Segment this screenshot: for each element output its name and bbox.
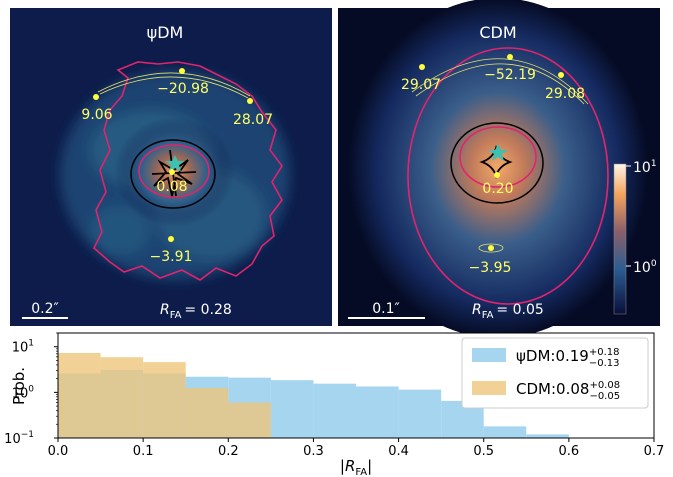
cdm-annotation-center: 0.20: [482, 181, 513, 197]
histogram-y-label: Prob.: [10, 367, 28, 405]
histogram-x-label-symbol: R: [345, 457, 355, 475]
x-tick-label-1: 0.1: [133, 444, 154, 459]
psidm-annotation-right: 28.07: [233, 112, 273, 128]
x-tick-label-3: 0.3: [303, 444, 324, 459]
x-tick-label-0: 0.0: [48, 444, 69, 459]
histogram-series-cdm: [58, 352, 271, 438]
cdm-magenta-curve-outer: [407, 47, 609, 305]
x-tick-label-4: 0.4: [388, 444, 409, 459]
cdm-rfa-label: RFA = 0.05: [472, 302, 544, 321]
colorbar-tick-label-mid: 100: [633, 259, 657, 276]
cdm-black-critical-curve: [450, 122, 544, 204]
cdm-source-caustic-arc: [411, 58, 589, 105]
psidm-panel-title: ψDM: [147, 23, 184, 42]
psidm-bar-10: [483, 426, 527, 438]
cdm-magenta-curve-inner: [459, 126, 537, 188]
histogram-x-label-sub: FA: [355, 467, 367, 477]
histogram-legend: ψDM:0.19+0.18 −0.13 CDM:0.08+0.08 −0.05: [461, 337, 649, 409]
psidm-image-positions: [93, 68, 253, 242]
cdm-annotation-left: 29.07: [401, 77, 441, 93]
cdm-scale-label: 0.1″: [372, 301, 400, 317]
cdm-bar-1: [100, 357, 144, 438]
x-tick-label-5: 0.5: [473, 444, 494, 459]
psidm-rfa-symbol: R: [160, 302, 170, 318]
psidm-rfa-sub: FA: [170, 310, 182, 321]
psidm-magenta-curve-outer: [93, 61, 283, 281]
y-tick-label-1: 100: [12, 384, 35, 401]
histogram-frame: [57, 332, 655, 439]
psidm-bar-5: [270, 380, 314, 438]
psidm-annotation-center: 0.08: [156, 179, 187, 195]
cdm-image-positions: [419, 54, 564, 251]
legend-swatch-cdm: [472, 381, 506, 395]
cdm-bar-3: [185, 387, 229, 438]
cdm-rfa-value: = 0.05: [496, 302, 543, 318]
legend-box: [461, 337, 649, 409]
histogram-x-ticks: 0.0 0.1 0.2 0.3 0.4 0.5 0.6 0.7: [48, 438, 665, 459]
cdm-bar-4: [228, 402, 271, 438]
cdm-counter-image-contour: [478, 243, 504, 253]
histogram-x-label: |RFA|: [340, 457, 372, 477]
colorbar-tick-label-top: 101: [633, 159, 657, 176]
psidm-black-critical-curve: [130, 139, 216, 209]
cdm-annotation-right: 29.08: [545, 86, 585, 102]
cdm-rfa-symbol: R: [472, 302, 482, 318]
psidm-bar-8: [398, 389, 442, 438]
psidm-source-star-icon: [165, 155, 185, 172]
cdm-annotation-bottom: −3.95: [469, 260, 512, 276]
psidm-bar-6: [313, 383, 356, 438]
psidm-bar-7: [356, 386, 399, 438]
legend-entry-cdm: CDM:0.08+0.08 −0.05: [516, 380, 620, 402]
psidm-bar-11: [526, 434, 569, 438]
colorbar: [613, 163, 627, 315]
psidm-source-caustic-arc: [97, 72, 251, 99]
histogram-y-ticks: 101 100 10−1: [4, 332, 58, 447]
psidm-rfa-value: = 0.28: [184, 302, 231, 318]
panel-psidm: −20.98 9.06 28.07 0.08 −3.91 ψDM 0.2″ RF…: [10, 8, 332, 326]
psidm-rfa-label: RFA = 0.28: [160, 302, 232, 321]
cdm-central-glow: [348, 0, 648, 338]
x-tick-label-7: 0.7: [644, 444, 665, 459]
cdm-panel-title: CDM: [479, 23, 516, 42]
psidm-annotation-top: −20.98: [157, 81, 209, 97]
histogram: 0.0 0.1 0.2 0.3 0.4 0.5 0.6 0.7 101 100 10−1 Prob…: [4, 332, 665, 477]
psidm-scale-label: 0.2″: [31, 301, 59, 317]
cdm-bar-0: [58, 352, 101, 438]
cdm-rfa-sub: FA: [482, 310, 494, 321]
legend-entry-psidm: ψDM:0.19+0.18 −0.13: [516, 347, 620, 369]
psidm-annotation-left: 9.06: [81, 107, 112, 123]
x-tick-label-2: 0.2: [218, 444, 239, 459]
y-tick-label-2: 10−1: [4, 430, 34, 447]
cdm-source-star-icon: [488, 144, 508, 161]
legend-swatch-psidm: [472, 348, 506, 362]
y-tick-label-0: 101: [12, 339, 34, 356]
cdm-bar-2: [143, 362, 186, 438]
panel-cdm: −52.19 29.07 29.08 0.20 −3.95 CDM 0.1″ R…: [338, 0, 660, 338]
cdm-annotation-top: −52.19: [484, 67, 536, 83]
psidm-magenta-curve-inner: [138, 144, 210, 198]
psidm-annotation-bottom: −3.91: [150, 249, 193, 265]
x-tick-label-6: 0.6: [559, 444, 580, 459]
